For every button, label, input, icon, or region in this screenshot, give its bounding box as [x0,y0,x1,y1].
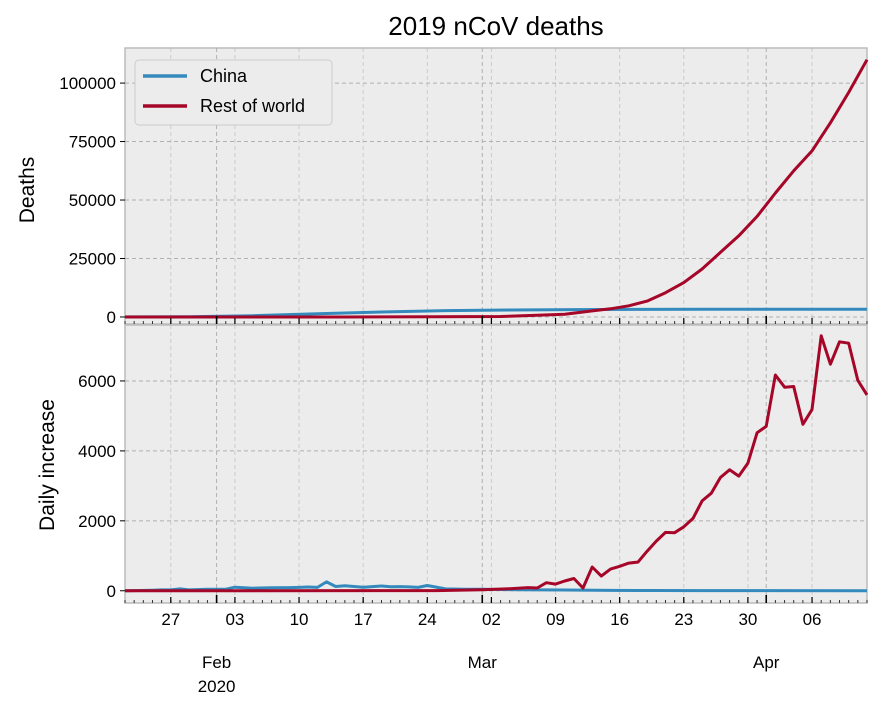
bottom-panel: 0 2000 4000 6000 27 03 10 17 24 02 09 16 23 30 06 Feb 2… [36,324,869,696]
top-ytick-label-1: 25000 [69,250,116,269]
top-ytick-label-2: 50000 [69,191,116,210]
x-month-label-feb: Feb [202,653,231,672]
top-series-line-rest-of-world [125,58,869,319]
x-tick-label-9: 30 [738,610,757,629]
x-tick-label-8: 23 [674,610,693,629]
x-tick-label-6: 09 [546,610,565,629]
bottom-ytick-label-2: 4000 [78,442,116,461]
x-tick-label-3: 17 [354,610,373,629]
bottom-series-line-rest-of-world [124,334,869,593]
x-tick-label-2: 10 [290,610,309,629]
top-panel: 0 25000 50000 75000 100000 Deaths China Rest… [16,47,869,327]
chart-title: 2019 nCoV deaths [388,11,603,41]
legend-label-china: China [200,66,248,86]
x-tick-label-0: 27 [161,610,180,629]
x-year-label: 2020 [198,677,236,696]
x-month-label-mar: Mar [468,653,498,672]
x-tick-label-10: 06 [803,610,822,629]
top-ytick-label-4: 100000 [59,74,116,93]
legend-label-rest-of-world: Rest of world [200,96,305,116]
bottom-ytick-label-3: 6000 [78,372,116,391]
x-tick-label-4: 24 [418,610,437,629]
top-ytick-label-0: 0 [107,308,116,327]
x-month-label-apr: Apr [753,653,780,672]
x-tick-label-5: 02 [482,610,501,629]
x-tick-label-7: 16 [610,610,629,629]
x-tick-label-1: 03 [225,610,244,629]
bottom-y-axis-label: Daily increase [36,399,59,531]
legend: China Rest of world [134,59,333,126]
bottom-ytick-label-0: 0 [107,582,116,601]
bottom-ytick-label-1: 2000 [78,512,116,531]
bottom-plot-area [124,324,868,604]
top-y-axis-label: Deaths [16,157,39,224]
top-ytick-label-3: 75000 [69,133,116,152]
